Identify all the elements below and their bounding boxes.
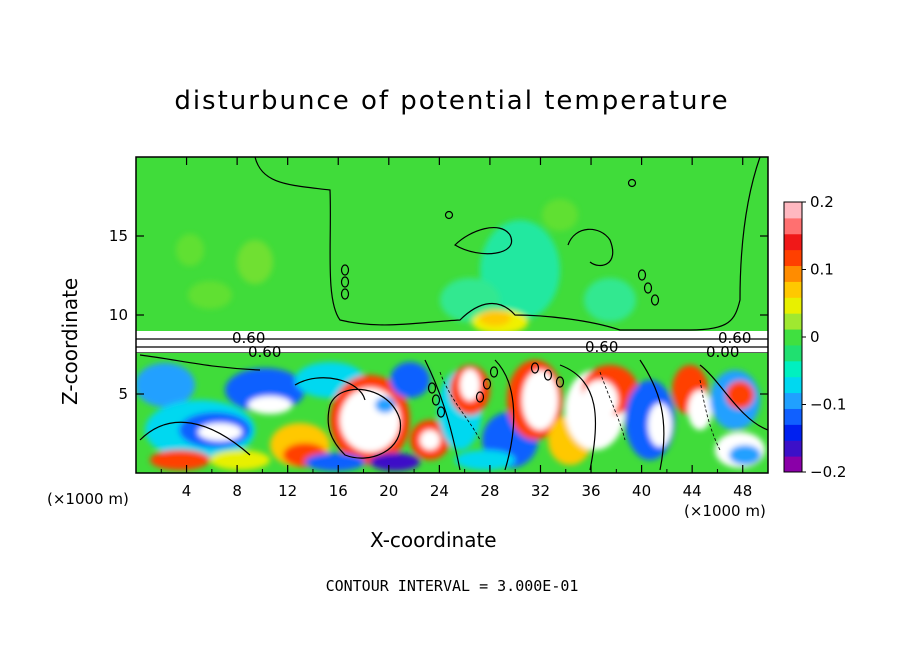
y-axis-label: Z-coordinate xyxy=(58,277,82,405)
colorbar-segment xyxy=(784,360,802,378)
y-axis-ticks: 5 10 15 xyxy=(109,227,768,403)
x-tick-label: 16 xyxy=(329,482,348,500)
colorbar-tick-label: 0.1 xyxy=(810,261,834,279)
y-tick-label: 5 xyxy=(118,385,128,403)
upper-anomalies xyxy=(176,199,636,334)
colorbar-segment xyxy=(784,440,802,457)
chart-title: disturbunce of potential temperature xyxy=(174,86,730,116)
colorbar-segment xyxy=(784,297,802,314)
lower-anomalies xyxy=(136,360,765,471)
colorbar-segment xyxy=(784,281,802,298)
x-tick-label: 44 xyxy=(683,482,702,500)
y-tick-label: 10 xyxy=(109,306,128,324)
x-tick-label: 8 xyxy=(232,482,242,500)
colorbar-segment xyxy=(784,376,802,394)
colorbar-segment xyxy=(784,202,802,219)
colorbar-tick-label: 0.2 xyxy=(810,193,834,211)
colorbar: 0.2 0.1 0 −0.1 −0.2 xyxy=(783,193,846,481)
colorbar-segment xyxy=(784,233,802,251)
x-tick-label: 20 xyxy=(379,482,398,500)
x-axis-label: X-coordinate xyxy=(370,528,497,552)
dashed-contours xyxy=(439,371,721,451)
x-unit-label-left: (×1000 m) xyxy=(47,490,129,508)
contour-label-group: 0.60 0.60 0.60 0.60 0.00 xyxy=(232,329,751,361)
x-tick-label: 32 xyxy=(531,482,550,500)
contour-loops xyxy=(340,178,660,418)
colorbar-segment xyxy=(784,408,802,425)
colorbar-segment xyxy=(784,424,802,441)
contour-interval-note: CONTOUR INTERVAL = 3.000E-01 xyxy=(325,577,579,595)
contour-label: 0.60 xyxy=(248,343,281,361)
contour-label: 0.60 xyxy=(232,329,265,347)
x-tick-label: 12 xyxy=(278,482,297,500)
contour-lines xyxy=(139,157,768,471)
contour-label: 0.00 xyxy=(706,343,739,361)
x-tick-label: 40 xyxy=(632,482,651,500)
plot-field xyxy=(136,157,768,473)
colorbar-segment xyxy=(784,456,802,473)
colorbar-segment xyxy=(784,344,802,362)
white-band xyxy=(136,331,768,353)
contour-label: 0.60 xyxy=(585,338,618,356)
colorbar-segment xyxy=(784,392,802,409)
colorbar-segment xyxy=(784,249,802,267)
contour-label: 0.60 xyxy=(718,329,751,347)
colorbar-segment xyxy=(784,265,802,282)
colorbar-segment xyxy=(784,217,802,235)
x-tick-label: 28 xyxy=(480,482,499,500)
y-tick-label: 15 xyxy=(109,227,128,245)
x-tick-label: 24 xyxy=(430,482,449,500)
colorbar-tick-label: −0.2 xyxy=(810,463,846,481)
colorbar-segment xyxy=(784,313,802,330)
colorbar-tick-label: −0.1 xyxy=(810,396,846,414)
x-tick-label: 36 xyxy=(581,482,600,500)
colorbar-segment xyxy=(784,329,802,346)
colorbar-tick-label: 0 xyxy=(810,328,820,346)
x-axis-ticks: 4 8 12 16 20 24 28 32 36 40 44 48 xyxy=(160,157,752,500)
x-tick-label: 48 xyxy=(733,482,752,500)
x-tick-label: 4 xyxy=(182,482,192,500)
x-unit-label-right: (×1000 m) xyxy=(684,502,766,520)
